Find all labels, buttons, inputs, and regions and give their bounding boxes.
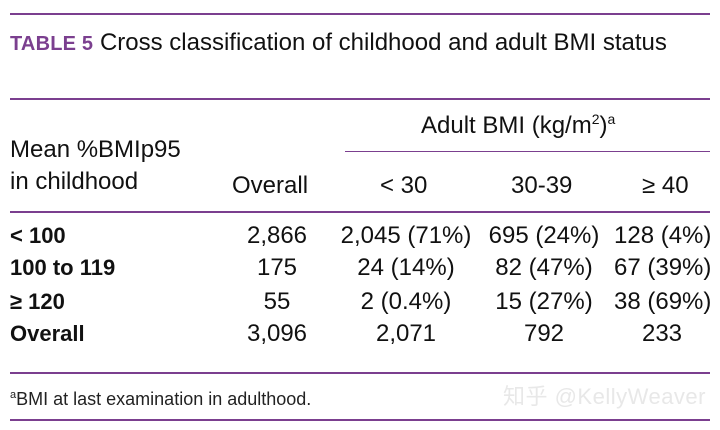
cell-40-plus: 233 (641, 320, 683, 347)
cell-under-30: 24 (14%) (357, 254, 455, 281)
cell-overall: 55 (263, 288, 291, 315)
column-header-40-plus: ≥ 40 (642, 172, 689, 199)
row-header-line1: Mean %BMIp95 (10, 136, 181, 163)
cell-40-plus: 128 (4%) (614, 222, 712, 249)
group-header-tail: ) (599, 112, 608, 139)
cell-under-30: 2,045 (71%) (340, 222, 472, 249)
group-header-text: Adult BMI (kg/m (421, 112, 592, 139)
cell-under-30: 2 (0.4%) (360, 288, 452, 315)
column-header-under-30: < 30 (380, 172, 428, 199)
cell-40-plus: 38 (69%) (614, 288, 712, 315)
top-border-rule (10, 13, 710, 15)
group-header-footnote-marker: a (607, 111, 616, 127)
bottom-border-rule (10, 419, 710, 421)
table-row: < 100 2,866 2,045 (71%) 695 (24%) 128 (4… (10, 220, 712, 252)
cell-40-plus: 67 (39%) (614, 254, 712, 281)
caption-divider (10, 98, 710, 100)
cell-overall: 3,096 (246, 320, 308, 347)
cell-30-39: 792 (523, 320, 565, 347)
row-label: ≥ 120 (10, 289, 65, 314)
column-header-overall: Overall (232, 172, 309, 199)
row-label: < 100 (10, 223, 66, 248)
footnote-text: BMI at last examination in adulthood. (16, 389, 312, 409)
table-row: ≥ 120 55 2 (0.4%) 15 (27%) 38 (69%) (10, 286, 712, 318)
table-number: TABLE 5 (10, 33, 94, 55)
row-label: Overall (10, 321, 85, 346)
table-row: 100 to 119 175 24 (14%) 82 (47%) 67 (39%… (10, 252, 712, 284)
cell-30-39: 695 (24%) (488, 222, 600, 249)
cell-overall: 2,866 (246, 222, 308, 249)
header-divider (10, 211, 710, 213)
group-header-underline (345, 151, 710, 152)
adult-bmi-group-header: Adult BMI (kg/m2)a (421, 110, 615, 142)
row-header: Mean %BMIp95 in childhood (10, 134, 181, 198)
table-row: Overall 3,096 2,071 792 233 (10, 318, 710, 350)
column-header-30-39: 30-39 (511, 172, 573, 199)
cell-30-39: 15 (27%) (495, 288, 593, 315)
cell-under-30: 2,071 (375, 320, 437, 347)
table-bottom-rule (10, 372, 710, 374)
row-header-line2: in childhood (10, 168, 139, 195)
cell-overall: 175 (256, 254, 298, 281)
table-caption: TABLE 5 Cross classification of childhoo… (10, 27, 710, 60)
cell-30-39: 82 (47%) (495, 254, 593, 281)
footnote-marker: a (10, 389, 17, 401)
row-label: 100 to 119 (10, 255, 116, 280)
watermark: 知乎 @KellyWeaver (502, 384, 706, 409)
table-footnote: aBMI at last examination in adulthood. (10, 386, 311, 412)
group-header-superscript: 2 (591, 111, 600, 127)
table-title: Cross classification of childhood and ad… (99, 29, 667, 56)
